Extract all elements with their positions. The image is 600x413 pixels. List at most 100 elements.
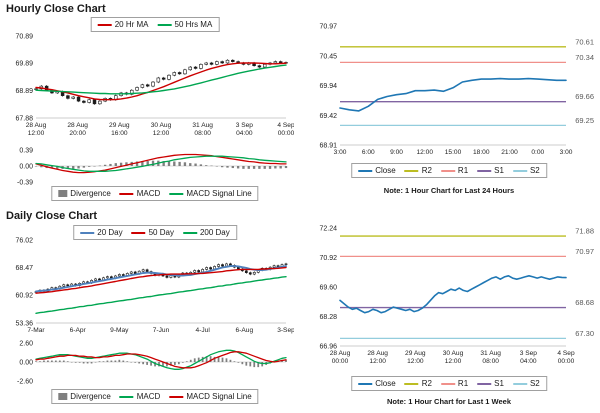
legend-item-s1: S1: [477, 379, 504, 388]
legend-label: S1: [494, 379, 504, 388]
legend-swatch-line: [512, 382, 527, 385]
svg-text:30 Aug: 30 Aug: [443, 350, 464, 357]
legend-item-200-day: 200 Day: [182, 228, 230, 237]
legend-swatch-line: [169, 395, 184, 398]
legend-item-macd: MACD: [119, 392, 160, 401]
legend-label: 20 Hr MA: [114, 20, 149, 29]
svg-text:12:00: 12:00: [445, 358, 462, 365]
svg-text:7-Jun: 7-Jun: [153, 327, 170, 334]
svg-text:9:00: 9:00: [390, 149, 403, 156]
intraday-24h-chart: 70.97 70.45 69.94 69.42 68.91 3:00 6:00 9:00 12:…: [304, 18, 596, 161]
legend-label: 200 Day: [199, 228, 230, 237]
legend-swatch-line: [477, 382, 492, 385]
svg-text:04:00: 04:00: [236, 130, 253, 137]
svg-text:72.24: 72.24: [319, 225, 337, 232]
hourly-ma-legend: 20 Hr MA 50 Hrs MA: [90, 17, 220, 32]
legend-label: 50 Hrs MA: [174, 20, 213, 29]
legend-swatch-line: [182, 231, 197, 234]
svg-text:6-Apr: 6-Apr: [70, 327, 87, 334]
svg-text:12:00: 12:00: [28, 130, 45, 137]
svg-text:12:00: 12:00: [369, 358, 386, 365]
legend-swatch-line: [157, 23, 172, 26]
hourly-macd-svg: 0.39 0.00 -0.39: [17, 147, 288, 186]
svg-text:16:00: 16:00: [111, 130, 128, 137]
daily-macd-legend: Divergence MACD MACD Signal Line: [51, 389, 259, 404]
svg-text:76.02: 76.02: [15, 237, 33, 244]
legend-swatch-line: [119, 192, 134, 195]
svg-text:21:00: 21:00: [501, 149, 518, 156]
hourly-close-panel: Hourly Close Chart 20 Hr MA 50 Hrs MA 70.…: [0, 0, 298, 206]
legend-swatch-line: [131, 231, 146, 234]
hourly-price-chart: 70.89 69.89 68.89 67.88 28 Aug 12:00 28 Aug 20:…: [2, 30, 294, 144]
weekly-hourly-chart: 72.24 70.92 69.60 68.28 66.96 28 Aug 00:00 28 A…: [304, 220, 596, 374]
svg-text:31 Aug: 31 Aug: [480, 350, 501, 357]
daily-price-chart: 76.02 68.47 60.92 53.36 7-Mar 6-Apr 9-May 7-Jun…: [2, 236, 295, 337]
svg-text:28 Aug: 28 Aug: [330, 350, 351, 357]
legend-label: MACD Signal Line: [186, 392, 252, 401]
svg-text:0.00: 0.00: [19, 359, 33, 366]
legend-swatch-line: [404, 169, 419, 172]
svg-text:00:00: 00:00: [558, 358, 575, 365]
svg-text:30 Aug: 30 Aug: [151, 122, 172, 129]
svg-text:7-Mar: 7-Mar: [27, 327, 45, 334]
svg-text:70.97: 70.97: [319, 23, 337, 30]
legend-label: S2: [529, 166, 540, 175]
legend-item-s1: S1: [477, 166, 504, 175]
legend-item-macd-signal-line: MACD Signal Line: [169, 392, 252, 401]
legend-item-divergence: Divergence: [58, 392, 111, 401]
svg-text:69.89: 69.89: [15, 61, 33, 68]
daily-close-panel: Daily Close Chart 20 Day 50 Day 200 Day 76…: [0, 206, 298, 413]
svg-text:69.94: 69.94: [319, 83, 337, 90]
svg-text:-0.39: -0.39: [17, 179, 33, 186]
svg-text:4 Sep: 4 Sep: [277, 122, 294, 129]
svg-text:66.96: 66.96: [319, 343, 337, 350]
legend-swatch-line: [169, 192, 184, 195]
legend-label: MACD: [136, 189, 161, 198]
svg-text:2.60: 2.60: [19, 340, 33, 347]
legend-item-close: Close: [358, 379, 396, 388]
svg-text:70.97: 70.97: [575, 247, 594, 256]
svg-text:04:00: 04:00: [520, 358, 537, 365]
svg-text:-2.60: -2.60: [17, 378, 33, 385]
legend-label: S1: [494, 166, 504, 175]
svg-text:53.36: 53.36: [15, 320, 33, 327]
legend-item-s2: S2: [512, 379, 540, 388]
legend-label: 50 Day: [148, 228, 174, 237]
svg-text:0:00: 0:00: [531, 149, 544, 156]
svg-text:18:00: 18:00: [473, 149, 490, 156]
legend-item-r1: R1: [440, 379, 469, 388]
legend-label: R1: [457, 166, 469, 175]
weekly-hourly-panel: 72.24 70.92 69.60 68.28 66.96 28 Aug 00:00 28 A…: [298, 206, 600, 413]
svg-text:67.30: 67.30: [575, 329, 594, 338]
legend-item-close: Close: [358, 166, 396, 175]
legend-swatch-line: [404, 382, 419, 385]
svg-text:4 Sep: 4 Sep: [557, 350, 575, 357]
svg-text:28 Aug: 28 Aug: [26, 122, 47, 129]
svg-text:15:00: 15:00: [445, 149, 462, 156]
legend-item-50-day: 50 Day: [131, 228, 174, 237]
legend-item-r2: R2: [404, 166, 432, 175]
legend-swatch-line: [80, 231, 95, 234]
svg-text:28 Aug: 28 Aug: [67, 122, 88, 129]
daily-price-svg: 76.02 68.47 60.92 53.367-Mar 6-Apr 9-May 7-Jun…: [15, 237, 295, 334]
svg-text:12:00: 12:00: [407, 358, 424, 365]
legend-swatch-line: [440, 169, 455, 172]
svg-text:70.92: 70.92: [319, 255, 337, 262]
svg-text:00:00: 00:00: [332, 358, 349, 365]
svg-text:69.66: 69.66: [575, 92, 594, 101]
svg-text:70.34: 70.34: [575, 53, 594, 62]
legend-item-macd: MACD: [119, 189, 161, 198]
svg-text:29 Aug: 29 Aug: [109, 122, 130, 129]
svg-text:31 Aug: 31 Aug: [192, 122, 213, 129]
legend-item-20-hr-ma: 20 Hr MA: [97, 20, 149, 29]
legend-item-macd-signal-line: MACD Signal Line: [169, 189, 252, 198]
weekly-hourly-note: Note: 1 Hour Chart for Last 1 Week: [386, 397, 512, 406]
legend-label: R1: [457, 379, 469, 388]
intraday-24h-panel: 70.97 70.45 69.94 69.42 68.91 3:00 6:00 9:00 12:…: [298, 0, 600, 206]
legend-label: Divergence: [70, 189, 111, 198]
svg-text:70.61: 70.61: [575, 37, 594, 46]
svg-text:3 Sep: 3 Sep: [236, 122, 254, 129]
svg-text:67.88: 67.88: [15, 115, 33, 122]
